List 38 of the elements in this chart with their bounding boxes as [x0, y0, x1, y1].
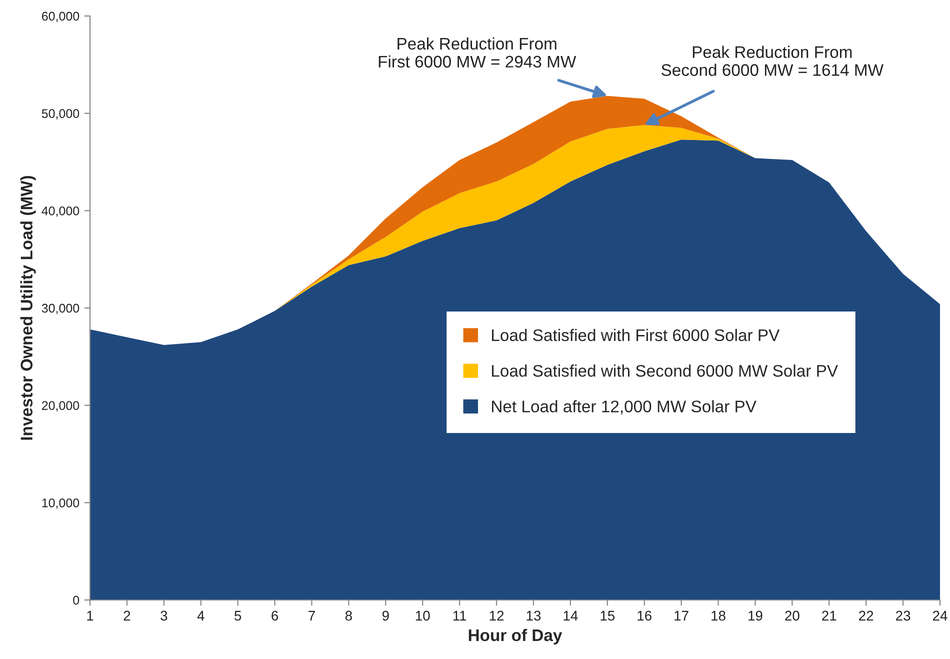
- x-tick-label: 16: [638, 610, 652, 621]
- y-tick-label: 50,000: [42, 109, 80, 120]
- x-tick-label: 12: [490, 610, 504, 620]
- y-axis-title: Investor Owned Utility Load (MW): [20, 176, 36, 440]
- x-tick-label: 3: [160, 610, 168, 621]
- y-tick-label: 30,000: [42, 304, 80, 314]
- annotation: Peak Reduction From First 6000 MW = 2943 MW: [378, 37, 576, 68]
- annotation: Peak Reduction From Second 6000 MW = 1614 MW: [661, 46, 884, 76]
- y-tick-label: 0: [73, 596, 80, 605]
- x-tick-label: 20: [785, 610, 800, 621]
- x-tick-label: 11: [453, 610, 466, 620]
- x-tick-label: 7: [308, 610, 315, 620]
- legend-label: Load Satisfied with Second 6000 MW Solar PV: [492, 364, 838, 377]
- x-tick-label: 9: [382, 610, 389, 621]
- legend-label: Load Satisfied with First 6000 Solar PV: [492, 328, 780, 342]
- x-tick-label: 6: [272, 610, 278, 621]
- x-tick-label: 18: [712, 610, 726, 621]
- x-tick-label: 23: [896, 610, 910, 621]
- x-tick-label: 8: [345, 610, 352, 621]
- x-axis-title: Hour of Day: [468, 628, 562, 644]
- x-tick-label: 22: [859, 610, 874, 620]
- y-tick-label: 40,000: [42, 206, 80, 217]
- y-tick-label: 10,000: [42, 498, 80, 509]
- x-tick-label: 14: [564, 610, 578, 620]
- x-tick-label: 15: [600, 610, 615, 621]
- x-tick-label: 5: [234, 610, 242, 621]
- x-tick-label: 17: [674, 610, 688, 620]
- x-tick-label: 21: [822, 610, 836, 620]
- x-tick-label: 10: [416, 610, 430, 621]
- x-tick-label: 1: [87, 610, 94, 620]
- y-tick-label: 60,000: [42, 12, 80, 22]
- x-tick-label: 19: [748, 610, 762, 621]
- x-tick-label: 24: [932, 610, 948, 620]
- legend-label: Net Load after 12,000 MW Solar PV: [492, 400, 756, 414]
- x-tick-label: 4: [197, 610, 204, 620]
- x-tick-label: 13: [526, 610, 541, 621]
- x-tick-label: 2: [124, 610, 130, 620]
- y-tick-label: 20,000: [42, 401, 80, 412]
